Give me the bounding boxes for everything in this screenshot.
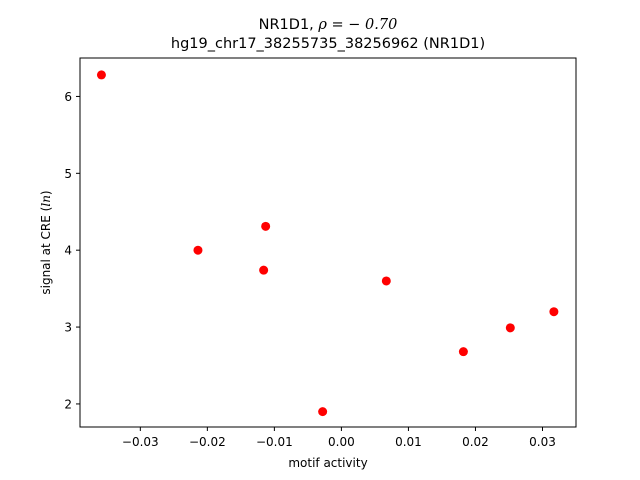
y-tick-label: 4 bbox=[64, 244, 72, 258]
x-tick-label: −0.02 bbox=[189, 435, 226, 449]
plot-area bbox=[80, 58, 576, 427]
chart-title-line1: NR1D1, ρ = − 0.70 bbox=[259, 17, 398, 33]
x-tick-label: 0.03 bbox=[529, 435, 556, 449]
y-tick-label: 3 bbox=[64, 321, 72, 335]
data-point-5 bbox=[318, 407, 328, 417]
data-point-2 bbox=[193, 245, 203, 255]
data-point-4 bbox=[259, 265, 269, 275]
x-axis-ticks: −0.03 −0.02 −0.01 0.00 0.01 0.02 0.03 bbox=[122, 427, 556, 449]
x-tick-label: −0.03 bbox=[122, 435, 159, 449]
data-point-8 bbox=[505, 323, 515, 333]
y-tick-label: 6 bbox=[64, 90, 72, 104]
y-axis-label: signal at CRE (ln) bbox=[39, 190, 53, 294]
plot-frame bbox=[79, 57, 577, 428]
chart-title-line2: hg19_chr17_38255735_38256962 (NR1D1) bbox=[171, 36, 485, 52]
data-point-9 bbox=[549, 307, 559, 317]
x-tick-label: 0.02 bbox=[462, 435, 489, 449]
y-tick-label: 5 bbox=[64, 167, 72, 181]
data-point-1 bbox=[96, 70, 106, 80]
y-tick-label: 2 bbox=[64, 397, 72, 411]
data-point-6 bbox=[381, 276, 391, 286]
data-point-3 bbox=[261, 221, 271, 231]
x-tick-label: −0.01 bbox=[256, 435, 293, 449]
x-tick-label: 0.00 bbox=[328, 435, 355, 449]
data-points bbox=[96, 70, 559, 417]
y-axis-ticks: 2 3 4 5 6 bbox=[64, 90, 80, 411]
x-tick-label: 0.01 bbox=[395, 435, 422, 449]
x-axis-label: motif activity bbox=[288, 456, 367, 470]
chart-title: NR1D1, ρ = − 0.70 hg19_chr17_38255735_38… bbox=[171, 17, 485, 52]
data-point-7 bbox=[458, 347, 468, 357]
